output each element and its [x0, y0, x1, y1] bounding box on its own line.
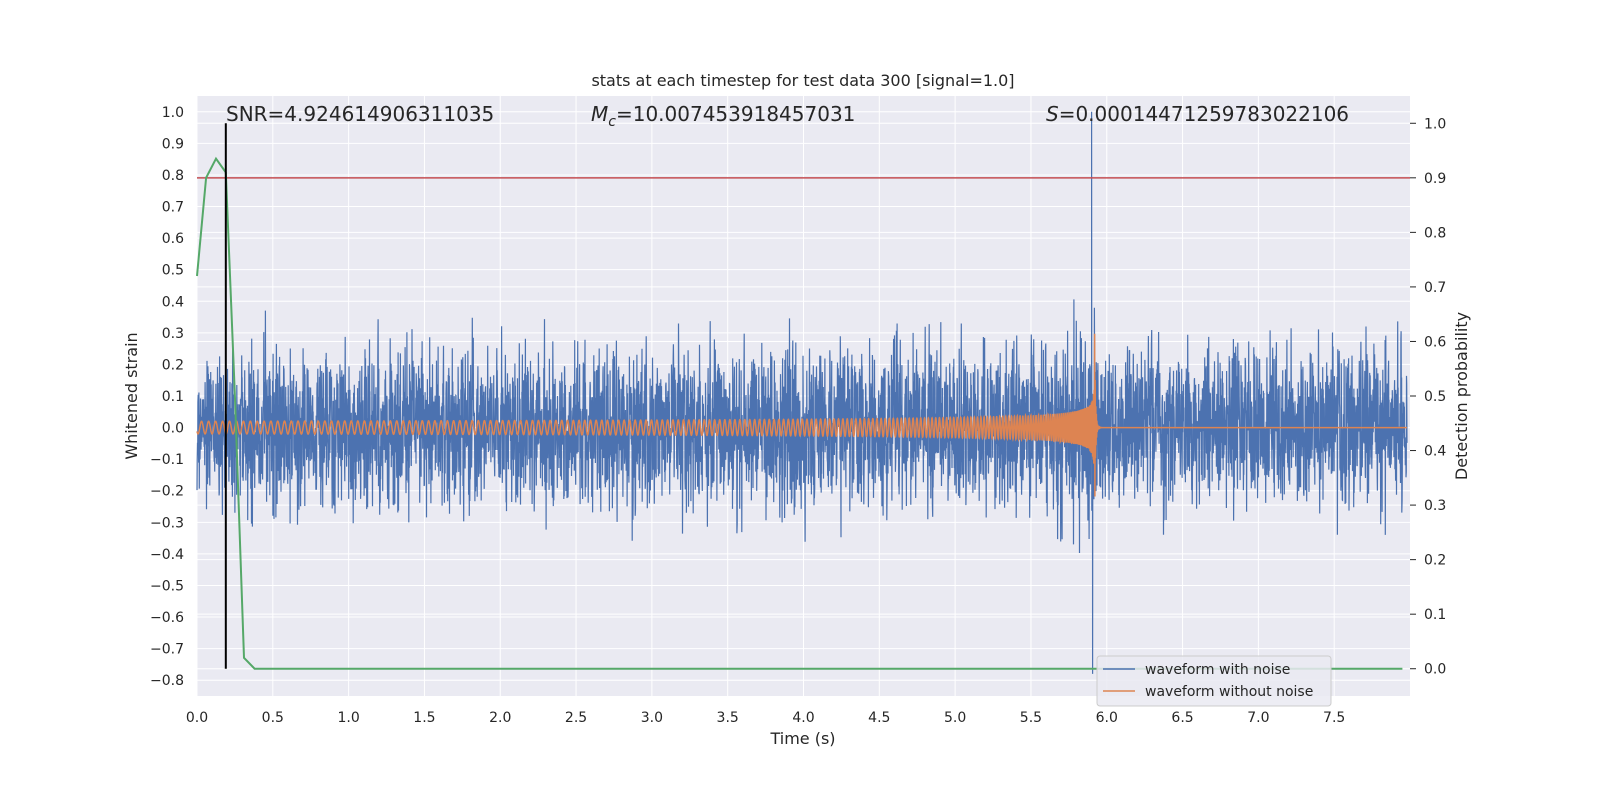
legend-label-clean: waveform without noise	[1145, 684, 1313, 700]
x-tick-label: 7.0	[1247, 710, 1269, 726]
clean-waveform-line	[196, 333, 1407, 497]
mc-subscript: c	[608, 114, 616, 130]
noise-waveform-line	[196, 111, 1408, 674]
x-tick-label: 6.0	[1096, 710, 1118, 726]
y-left-tick-label: 0.9	[162, 136, 184, 152]
y-left-tick-label: −0.2	[150, 484, 184, 500]
y-right-tick-label: 0.8	[1424, 225, 1446, 241]
y-left-tick-label: 0.8	[162, 168, 184, 184]
y-right-tick-label: 0.5	[1424, 389, 1446, 405]
y-left-tick-label: −0.4	[150, 547, 184, 563]
y-right-tick-label: 0.7	[1424, 280, 1446, 296]
legend-box	[1096, 655, 1332, 707]
x-tick-label: 2.5	[565, 710, 587, 726]
x-tick-label: 4.5	[868, 710, 890, 726]
x-tick-label: 1.0	[337, 710, 359, 726]
y-left-axis-label: Whitened strain	[122, 332, 141, 459]
y-right-tick-label: 1.0	[1424, 116, 1446, 132]
x-tick-label: 2.0	[489, 710, 511, 726]
x-tick-label: 5.5	[1020, 710, 1042, 726]
s-annotation: S=0.00014471259783022106	[1046, 102, 1349, 126]
snr-annotation: SNR=4.924614906311035	[226, 102, 494, 126]
y-right-tick-label: 0.2	[1424, 553, 1446, 569]
y-left-tick-label: −0.3	[150, 515, 184, 531]
x-axis-label: Time (s)	[769, 729, 835, 748]
series-waveform-without-noise	[196, 333, 1407, 497]
x-tick-label: 5.0	[944, 710, 966, 726]
s-value: =0.00014471259783022106	[1059, 102, 1349, 126]
y-left-tick-label: 0.2	[162, 357, 184, 373]
mc-annotation: Mc=10.007453918457031	[591, 102, 855, 130]
y-left-tick-label: 1.0	[162, 105, 184, 121]
series-waveform-with-noise	[196, 111, 1408, 674]
x-tick-label: 1.5	[413, 710, 435, 726]
legend-label-noise: waveform with noise	[1145, 662, 1290, 678]
y-right-tick-label: 0.9	[1424, 171, 1446, 187]
series-detection-probability	[196, 156, 1403, 670]
x-tick-label: 4.0	[792, 710, 814, 726]
y-right-tick-label: 0.3	[1424, 498, 1446, 514]
x-tick-label: 6.5	[1171, 710, 1193, 726]
y-right-axis-label: Detection probability	[1452, 312, 1471, 480]
y-left-tick-label: 0.3	[162, 326, 184, 342]
y-left-tick-label: −0.1	[150, 452, 184, 468]
y-left-axis-ticks: 1.0 0.9 0.8 0.7 0.6 0.5 0.4 0.3 0.2 0.1 0.0 −0.1 −0.…	[150, 105, 184, 689]
y-left-tick-label: 0.7	[162, 200, 184, 216]
x-tick-label: 7.5	[1323, 710, 1345, 726]
y-right-tick-label: 0.6	[1424, 334, 1446, 350]
x-axis-ticks: 0.0 0.5 1.0 1.5 2.0 2.5 3.0 3.5 4.0 4.5 5.0 5.5 6.0 6…	[186, 710, 1345, 726]
x-tick-label: 3.0	[641, 710, 663, 726]
y-left-tick-label: −0.5	[150, 578, 184, 594]
legend: waveform with noise waveform without noi…	[1096, 655, 1332, 707]
y-left-tick-label: −0.7	[150, 642, 184, 658]
y-left-tick-label: 0.1	[162, 389, 184, 405]
x-tick-label: 0.0	[186, 710, 208, 726]
y-right-tick-label: 0.0	[1424, 662, 1446, 678]
y-left-tick-label: −0.8	[150, 673, 184, 689]
mc-value: =10.007453918457031	[616, 102, 855, 126]
y-left-tick-label: −0.6	[150, 610, 184, 626]
y-right-tick-label: 0.4	[1424, 444, 1446, 460]
y-left-tick-label: 0.4	[162, 294, 184, 310]
y-right-tick-label: 0.1	[1424, 607, 1446, 623]
y-left-tick-label: 0.6	[162, 231, 184, 247]
y-right-axis-ticks: 1.0 0.9 0.8 0.7 0.6 0.5 0.4 0.3 0.2 0.1 0.0	[1410, 116, 1446, 678]
x-tick-label: 0.5	[262, 710, 284, 726]
y-left-tick-label: 0.0	[162, 421, 184, 437]
chart-title: stats at each timestep for test data 300…	[591, 71, 1014, 90]
x-tick-label: 3.5	[717, 710, 739, 726]
y-left-tick-label: 0.5	[162, 263, 184, 279]
probability-line	[196, 156, 1403, 670]
mc-symbol: M	[591, 102, 608, 126]
s-symbol: S	[1046, 102, 1059, 126]
